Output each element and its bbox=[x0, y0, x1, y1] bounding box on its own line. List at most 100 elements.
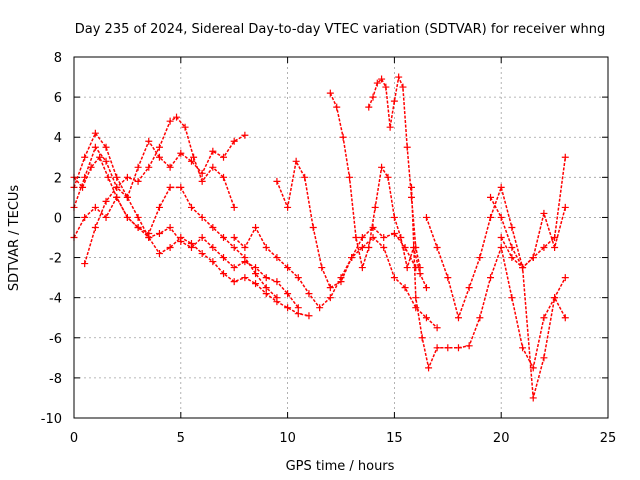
data-point bbox=[155, 250, 163, 258]
data-point bbox=[540, 209, 548, 217]
data-point bbox=[241, 244, 249, 252]
data-point bbox=[529, 394, 537, 402]
data-point bbox=[465, 342, 473, 350]
data-point bbox=[252, 270, 260, 278]
data-point bbox=[284, 290, 292, 298]
data-point bbox=[209, 244, 217, 252]
data-point bbox=[155, 203, 163, 211]
y-tick-label: 0 bbox=[54, 211, 62, 226]
data-point bbox=[273, 177, 281, 185]
data-point bbox=[198, 177, 206, 185]
y-tick-labels: -10 -8 -6 -4 -2 0 2 4 6 8 bbox=[41, 51, 62, 427]
grid-lines bbox=[74, 57, 608, 418]
data-point bbox=[508, 244, 516, 252]
data-point bbox=[369, 93, 377, 101]
data-point bbox=[305, 312, 313, 320]
data-point bbox=[177, 183, 185, 191]
data-point bbox=[113, 183, 121, 191]
chart-title: Day 235 of 2024, Sidereal Day-to-day VTE… bbox=[75, 22, 606, 37]
data-point bbox=[519, 264, 527, 272]
data-point bbox=[318, 264, 326, 272]
data-point bbox=[166, 117, 174, 125]
data-point bbox=[561, 203, 569, 211]
data-point bbox=[230, 278, 238, 286]
data-point bbox=[386, 123, 394, 131]
data-point bbox=[198, 234, 206, 241]
data-point bbox=[407, 183, 415, 191]
series-trace bbox=[73, 116, 235, 208]
data-point bbox=[113, 193, 121, 201]
data-point bbox=[220, 270, 228, 278]
data-point bbox=[487, 213, 495, 221]
data-point bbox=[422, 314, 430, 322]
data-point bbox=[220, 153, 228, 161]
data-point bbox=[390, 229, 398, 237]
data-point bbox=[252, 264, 260, 272]
data-point bbox=[371, 203, 379, 211]
data-point bbox=[123, 213, 131, 221]
data-point bbox=[373, 79, 381, 87]
data-point bbox=[551, 244, 559, 252]
data-point bbox=[540, 354, 548, 362]
data-point bbox=[508, 294, 516, 302]
data-point bbox=[96, 153, 104, 161]
data-point bbox=[465, 284, 473, 292]
data-point bbox=[412, 304, 420, 312]
data-point bbox=[220, 173, 228, 181]
series-trace bbox=[73, 155, 278, 299]
data-point bbox=[540, 314, 548, 322]
data-point bbox=[91, 223, 99, 231]
data-point bbox=[273, 278, 281, 286]
data-point bbox=[102, 143, 110, 151]
data-point bbox=[145, 163, 153, 171]
data-point bbox=[561, 153, 569, 161]
data-point bbox=[358, 264, 366, 272]
plot-frame bbox=[73, 56, 609, 419]
data-point bbox=[326, 294, 334, 302]
data-point bbox=[273, 254, 281, 262]
data-point bbox=[378, 75, 386, 83]
data-point bbox=[273, 298, 281, 306]
data-point bbox=[551, 294, 559, 302]
data-point bbox=[173, 113, 181, 121]
data-point bbox=[508, 254, 516, 262]
data-point bbox=[305, 290, 313, 298]
data-point bbox=[113, 173, 121, 181]
data-point bbox=[198, 250, 206, 258]
data-point bbox=[134, 223, 142, 231]
data-point bbox=[284, 264, 292, 272]
data-point bbox=[155, 143, 163, 151]
series-arc-13 bbox=[497, 203, 569, 272]
data-point bbox=[198, 169, 206, 177]
data-point bbox=[425, 364, 433, 372]
data-point bbox=[284, 304, 292, 312]
data-point bbox=[102, 213, 110, 221]
data-point bbox=[378, 163, 386, 171]
x-tick-label: 25 bbox=[600, 431, 617, 446]
data-point bbox=[166, 223, 174, 231]
data-point bbox=[508, 223, 516, 231]
series-trace bbox=[73, 131, 246, 200]
data-point bbox=[529, 254, 537, 262]
data-point bbox=[529, 364, 537, 372]
y-tick-label: 6 bbox=[54, 91, 62, 106]
data-point bbox=[220, 254, 228, 262]
x-tick-labels: 0 5 10 15 20 25 bbox=[70, 431, 616, 446]
data-point bbox=[134, 163, 142, 171]
data-point bbox=[145, 234, 153, 241]
data-point bbox=[454, 344, 462, 352]
data-point bbox=[230, 244, 238, 252]
data-point bbox=[91, 143, 99, 151]
data-point bbox=[230, 264, 238, 272]
y-tick-label: -4 bbox=[49, 292, 62, 307]
data-point bbox=[395, 73, 403, 81]
data-point bbox=[262, 274, 270, 282]
data-point bbox=[365, 103, 373, 111]
data-point bbox=[497, 183, 505, 191]
series-arc-6 bbox=[230, 223, 420, 312]
data-point bbox=[230, 203, 238, 211]
x-tick-label: 20 bbox=[493, 431, 510, 446]
data-point bbox=[346, 173, 354, 181]
data-point bbox=[81, 153, 89, 161]
series-arc-7 bbox=[273, 157, 441, 332]
